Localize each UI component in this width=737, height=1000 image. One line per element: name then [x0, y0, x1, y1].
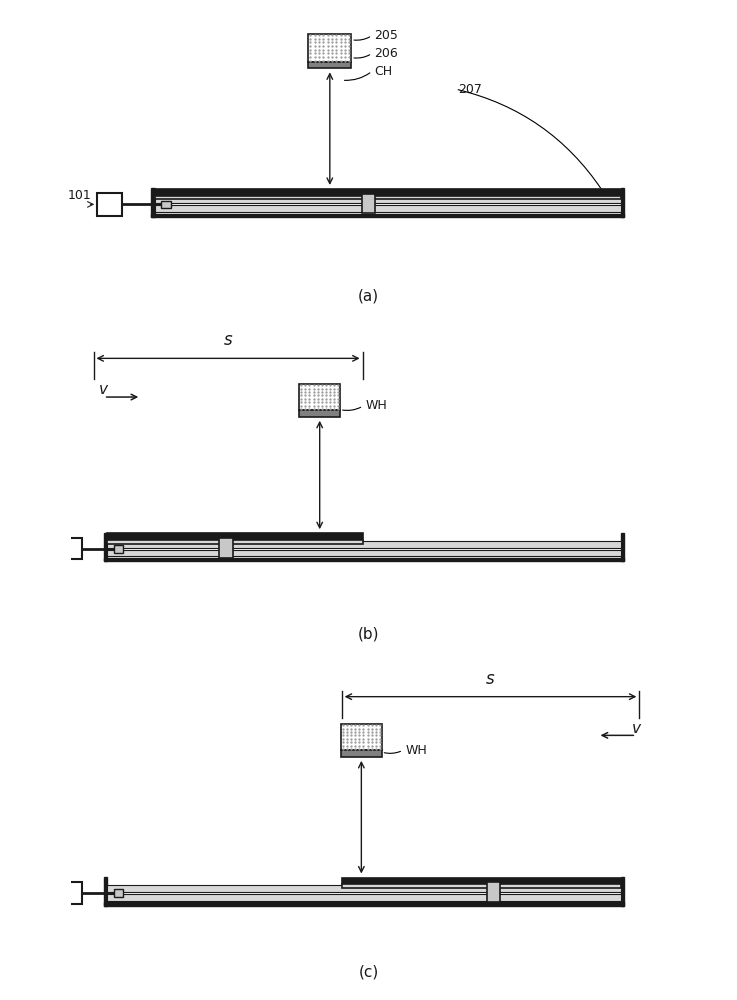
Text: 206: 206	[374, 47, 398, 60]
Text: WH: WH	[366, 399, 387, 412]
Text: $s$: $s$	[486, 670, 496, 688]
Text: $s$: $s$	[223, 331, 233, 349]
Bar	[299, 410, 340, 417]
Bar	[342, 884, 621, 888]
Bar	[151, 214, 624, 217]
Text: $v$: $v$	[98, 382, 109, 397]
Bar	[341, 750, 382, 757]
Bar	[299, 384, 340, 410]
Text: (a): (a)	[358, 288, 379, 303]
Bar	[104, 533, 107, 561]
Bar	[308, 62, 352, 68]
Bar	[161, 201, 171, 208]
Bar	[621, 877, 624, 906]
Bar	[107, 885, 621, 892]
Bar	[151, 188, 155, 217]
Text: WH: WH	[405, 744, 427, 757]
Bar	[621, 533, 624, 561]
Bar	[155, 189, 621, 196]
Bar	[107, 541, 621, 548]
Bar	[155, 197, 621, 203]
Bar	[621, 188, 624, 217]
Bar	[97, 193, 122, 216]
Bar	[104, 877, 107, 906]
Text: (c): (c)	[358, 965, 379, 980]
Bar	[107, 533, 363, 540]
Bar	[155, 205, 621, 212]
Bar	[60, 882, 83, 904]
Bar	[113, 889, 123, 897]
Bar	[155, 196, 621, 199]
Bar	[113, 545, 123, 553]
Bar	[219, 538, 232, 558]
Text: 101: 101	[68, 189, 91, 202]
Bar	[308, 34, 352, 62]
Bar	[486, 882, 500, 902]
Text: $v$: $v$	[631, 721, 642, 736]
Bar	[107, 540, 363, 544]
Bar	[107, 894, 621, 901]
Text: CH: CH	[374, 65, 393, 78]
Bar	[104, 558, 624, 561]
Bar	[341, 724, 382, 750]
Text: (b): (b)	[357, 626, 380, 641]
Bar	[107, 550, 621, 556]
Bar	[60, 538, 83, 559]
Text: 207: 207	[458, 83, 482, 96]
Bar	[342, 878, 621, 884]
Text: 205: 205	[374, 29, 398, 42]
Bar	[362, 194, 375, 213]
Bar	[104, 902, 624, 906]
